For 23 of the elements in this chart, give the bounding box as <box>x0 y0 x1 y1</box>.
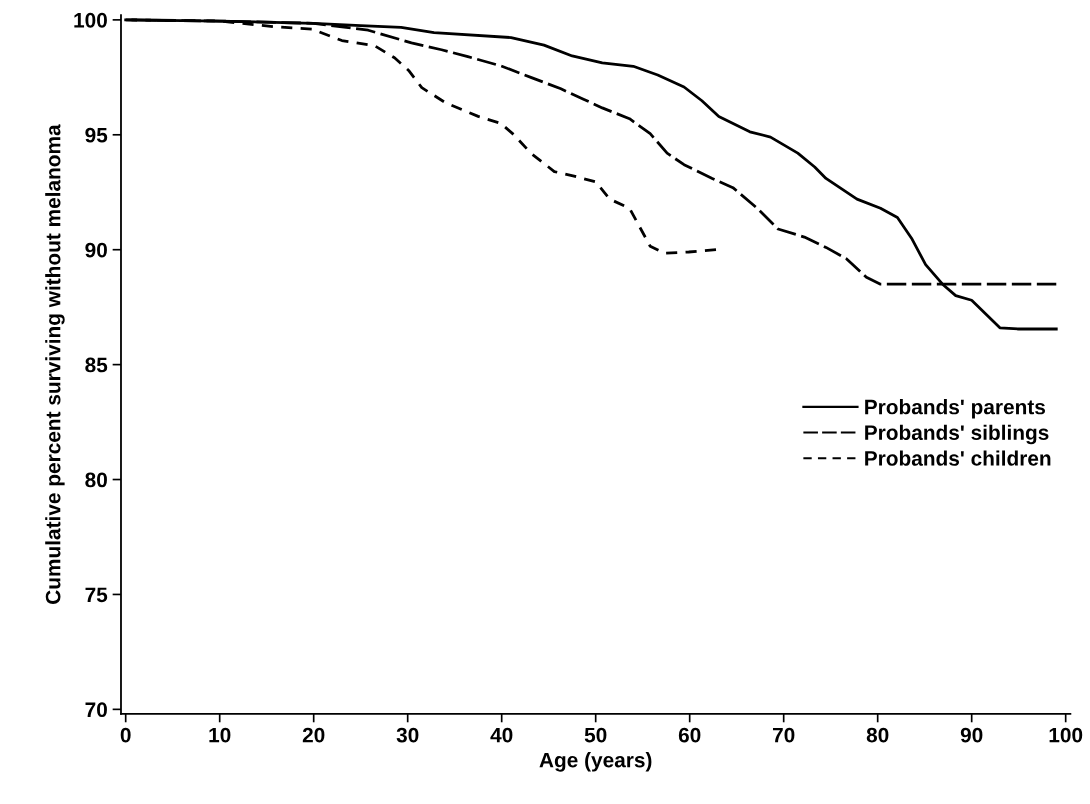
x-tick-label: 0 <box>120 727 131 743</box>
y-tick-label: 85 <box>85 357 108 373</box>
y-tick-label: 70 <box>85 702 107 718</box>
x-tick-label: 90 <box>960 727 983 743</box>
x-tick-label: 70 <box>772 727 795 743</box>
legend-label: Probands' siblings <box>865 424 1049 445</box>
legend-label: Probands' children <box>865 450 1051 466</box>
x-tick-label: 80 <box>866 727 889 743</box>
legend-label: Probands' parents <box>865 399 1046 419</box>
y-tick-label: 80 <box>85 472 107 488</box>
y-tick-label: 95 <box>85 127 108 143</box>
x-tick-label: 20 <box>302 727 325 743</box>
y-tick-label: 100 <box>74 12 107 28</box>
x-tick-label: 50 <box>584 727 607 743</box>
x-tick-label: 10 <box>209 727 231 743</box>
x-axis-title: Age (years) <box>539 752 652 772</box>
x-tick-label: 30 <box>396 727 419 743</box>
y-tick-label: 90 <box>85 242 107 258</box>
y-axis-title: Cumulative percent surviving without melanoma <box>45 124 65 604</box>
x-tick-label: 40 <box>490 727 513 743</box>
y-tick-label: 75 <box>85 587 108 603</box>
x-tick-label: 60 <box>678 727 701 743</box>
x-tick-label: 100 <box>1049 727 1083 743</box>
